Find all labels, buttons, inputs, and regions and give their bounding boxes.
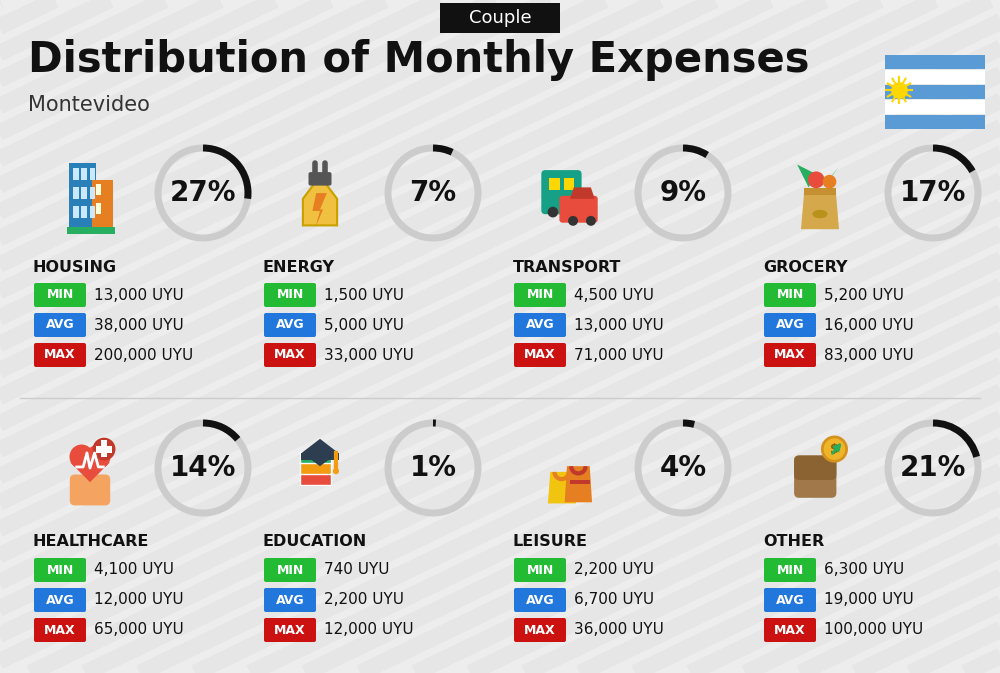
Text: 12,000 UYU: 12,000 UYU (324, 623, 414, 637)
Circle shape (822, 437, 847, 461)
Text: HEALTHCARE: HEALTHCARE (33, 534, 149, 549)
FancyBboxPatch shape (764, 588, 816, 612)
FancyBboxPatch shape (804, 188, 836, 195)
FancyBboxPatch shape (34, 313, 86, 337)
Text: 36,000 UYU: 36,000 UYU (574, 623, 664, 637)
FancyBboxPatch shape (73, 207, 79, 218)
Text: 12,000 UYU: 12,000 UYU (94, 592, 184, 608)
FancyBboxPatch shape (69, 163, 96, 227)
FancyBboxPatch shape (514, 283, 566, 307)
Text: AVG: AVG (46, 318, 74, 332)
FancyBboxPatch shape (264, 313, 316, 337)
FancyBboxPatch shape (92, 180, 113, 227)
Text: 2,200 UYU: 2,200 UYU (324, 592, 404, 608)
Text: 13,000 UYU: 13,000 UYU (94, 287, 184, 302)
FancyBboxPatch shape (794, 456, 836, 480)
Text: 4,100 UYU: 4,100 UYU (94, 563, 174, 577)
Text: MIN: MIN (276, 563, 304, 577)
Text: 27%: 27% (170, 179, 236, 207)
Polygon shape (570, 187, 595, 199)
FancyBboxPatch shape (885, 70, 985, 84)
FancyBboxPatch shape (34, 588, 86, 612)
Polygon shape (824, 166, 839, 187)
FancyBboxPatch shape (70, 474, 110, 505)
FancyBboxPatch shape (264, 618, 316, 642)
FancyBboxPatch shape (90, 187, 95, 199)
Polygon shape (797, 165, 816, 187)
Circle shape (69, 445, 94, 469)
FancyBboxPatch shape (264, 283, 316, 307)
FancyBboxPatch shape (514, 313, 566, 337)
FancyBboxPatch shape (764, 283, 816, 307)
FancyBboxPatch shape (301, 453, 339, 460)
FancyBboxPatch shape (90, 207, 95, 218)
Text: MAX: MAX (524, 623, 556, 637)
FancyBboxPatch shape (885, 115, 985, 129)
Text: Montevideo: Montevideo (28, 95, 150, 115)
Text: 1,500 UYU: 1,500 UYU (324, 287, 404, 302)
FancyBboxPatch shape (541, 170, 582, 214)
Text: 14%: 14% (170, 454, 236, 482)
Circle shape (568, 216, 578, 225)
FancyBboxPatch shape (96, 184, 101, 195)
Text: AVG: AVG (776, 594, 804, 606)
Text: EDUCATION: EDUCATION (263, 534, 367, 549)
FancyBboxPatch shape (300, 473, 330, 485)
Text: 33,000 UYU: 33,000 UYU (324, 347, 414, 363)
Text: Couple: Couple (469, 9, 531, 27)
Text: 200,000 UYU: 200,000 UYU (94, 347, 193, 363)
Text: AVG: AVG (276, 318, 304, 332)
FancyBboxPatch shape (308, 172, 332, 186)
FancyBboxPatch shape (81, 207, 87, 218)
Text: AVG: AVG (46, 594, 74, 606)
Text: LEISURE: LEISURE (513, 534, 588, 549)
Circle shape (93, 437, 115, 460)
Text: 7%: 7% (409, 179, 457, 207)
FancyBboxPatch shape (96, 203, 101, 214)
Text: 9%: 9% (660, 179, 706, 207)
Polygon shape (312, 193, 327, 227)
Circle shape (548, 207, 558, 217)
FancyBboxPatch shape (34, 618, 86, 642)
Text: MAX: MAX (524, 349, 556, 361)
Ellipse shape (812, 210, 828, 218)
Polygon shape (565, 466, 592, 502)
Text: MAX: MAX (774, 349, 806, 361)
Text: GROCERY: GROCERY (763, 260, 848, 275)
Text: 21%: 21% (900, 454, 966, 482)
FancyBboxPatch shape (514, 343, 566, 367)
FancyBboxPatch shape (300, 462, 330, 474)
Text: 4,500 UYU: 4,500 UYU (574, 287, 654, 302)
Text: 65,000 UYU: 65,000 UYU (94, 623, 184, 637)
FancyBboxPatch shape (885, 85, 985, 99)
FancyBboxPatch shape (514, 588, 566, 612)
Text: 19,000 UYU: 19,000 UYU (824, 592, 914, 608)
Circle shape (562, 207, 572, 217)
Circle shape (808, 172, 825, 188)
Polygon shape (303, 176, 337, 225)
FancyBboxPatch shape (101, 440, 107, 458)
FancyBboxPatch shape (34, 558, 86, 582)
Text: MIN: MIN (526, 289, 554, 302)
Text: MIN: MIN (776, 289, 804, 302)
FancyBboxPatch shape (73, 168, 79, 180)
Text: ENERGY: ENERGY (263, 260, 335, 275)
Text: MIN: MIN (46, 563, 74, 577)
Text: MAX: MAX (44, 623, 76, 637)
Text: 13,000 UYU: 13,000 UYU (574, 318, 664, 332)
FancyBboxPatch shape (764, 343, 816, 367)
FancyBboxPatch shape (885, 100, 985, 114)
Text: AVG: AVG (526, 594, 554, 606)
Text: MAX: MAX (774, 623, 806, 637)
FancyBboxPatch shape (514, 618, 566, 642)
FancyBboxPatch shape (96, 446, 112, 452)
Text: OTHER: OTHER (763, 534, 824, 549)
Text: AVG: AVG (526, 318, 554, 332)
FancyBboxPatch shape (564, 178, 574, 190)
Circle shape (333, 468, 339, 474)
Text: 740 UYU: 740 UYU (324, 563, 390, 577)
Text: 6,700 UYU: 6,700 UYU (574, 592, 654, 608)
FancyBboxPatch shape (885, 55, 985, 69)
Text: 5,200 UYU: 5,200 UYU (824, 287, 904, 302)
